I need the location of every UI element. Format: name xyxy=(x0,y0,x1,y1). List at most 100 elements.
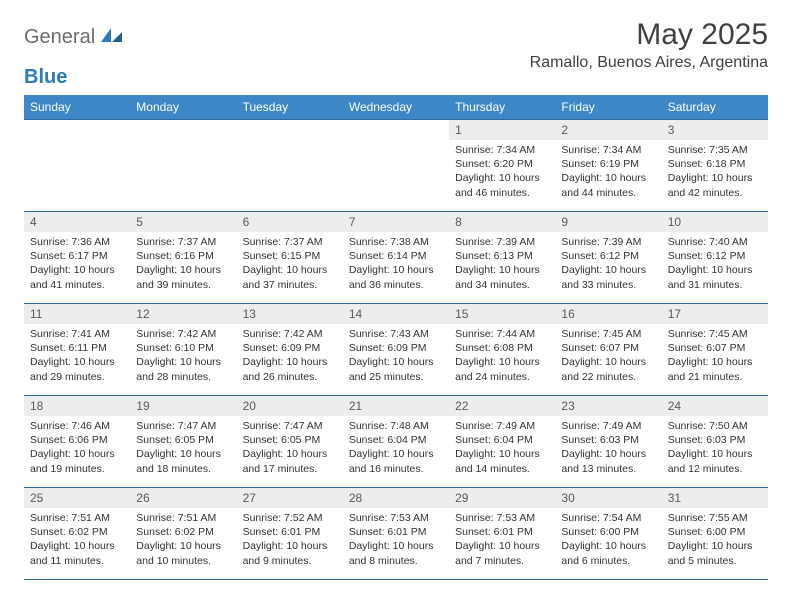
weekday-header: Saturday xyxy=(662,95,768,120)
day-sunset: Sunset: 6:00 PM xyxy=(668,525,762,539)
day-daylight: Daylight: 10 hours and 24 minutes. xyxy=(455,355,549,383)
day-number: 31 xyxy=(662,488,768,508)
calendar-cell: 10Sunrise: 7:40 AMSunset: 6:12 PMDayligh… xyxy=(662,212,768,304)
day-daylight: Daylight: 10 hours and 8 minutes. xyxy=(349,539,443,567)
day-body: Sunrise: 7:53 AMSunset: 6:01 PMDaylight:… xyxy=(343,508,449,572)
day-body: Sunrise: 7:45 AMSunset: 6:07 PMDaylight:… xyxy=(555,324,661,388)
day-body: Sunrise: 7:50 AMSunset: 6:03 PMDaylight:… xyxy=(662,416,768,480)
calendar-cell xyxy=(237,120,343,212)
day-sunset: Sunset: 6:02 PM xyxy=(136,525,230,539)
day-body: Sunrise: 7:39 AMSunset: 6:12 PMDaylight:… xyxy=(555,232,661,296)
calendar-cell: 25Sunrise: 7:51 AMSunset: 6:02 PMDayligh… xyxy=(24,488,130,580)
day-body: Sunrise: 7:42 AMSunset: 6:10 PMDaylight:… xyxy=(130,324,236,388)
day-number: 23 xyxy=(555,396,661,416)
day-daylight: Daylight: 10 hours and 33 minutes. xyxy=(561,263,655,291)
day-body: Sunrise: 7:37 AMSunset: 6:16 PMDaylight:… xyxy=(130,232,236,296)
day-body: Sunrise: 7:53 AMSunset: 6:01 PMDaylight:… xyxy=(449,508,555,572)
day-number: 10 xyxy=(662,212,768,232)
day-sunrise: Sunrise: 7:39 AM xyxy=(561,235,655,249)
day-sunrise: Sunrise: 7:44 AM xyxy=(455,327,549,341)
day-body: Sunrise: 7:34 AMSunset: 6:19 PMDaylight:… xyxy=(555,140,661,204)
day-sunrise: Sunrise: 7:37 AM xyxy=(136,235,230,249)
day-number: 28 xyxy=(343,488,449,508)
day-number: 11 xyxy=(24,304,130,324)
day-body: Sunrise: 7:54 AMSunset: 6:00 PMDaylight:… xyxy=(555,508,661,572)
day-body: Sunrise: 7:47 AMSunset: 6:05 PMDaylight:… xyxy=(237,416,343,480)
brand-blue: Blue xyxy=(24,66,67,89)
day-body: Sunrise: 7:41 AMSunset: 6:11 PMDaylight:… xyxy=(24,324,130,388)
day-sunrise: Sunrise: 7:39 AM xyxy=(455,235,549,249)
day-daylight: Daylight: 10 hours and 26 minutes. xyxy=(243,355,337,383)
day-sunrise: Sunrise: 7:34 AM xyxy=(561,143,655,157)
day-sunset: Sunset: 6:09 PM xyxy=(349,341,443,355)
day-sunrise: Sunrise: 7:37 AM xyxy=(243,235,337,249)
calendar-cell: 17Sunrise: 7:45 AMSunset: 6:07 PMDayligh… xyxy=(662,304,768,396)
day-sunrise: Sunrise: 7:35 AM xyxy=(668,143,762,157)
day-number: 19 xyxy=(130,396,236,416)
weekday-header: Tuesday xyxy=(237,95,343,120)
brand-sail-icon xyxy=(99,26,125,49)
day-daylight: Daylight: 10 hours and 19 minutes. xyxy=(30,447,124,475)
day-body: Sunrise: 7:49 AMSunset: 6:03 PMDaylight:… xyxy=(555,416,661,480)
day-body: Sunrise: 7:48 AMSunset: 6:04 PMDaylight:… xyxy=(343,416,449,480)
day-number: 3 xyxy=(662,120,768,140)
day-sunrise: Sunrise: 7:38 AM xyxy=(349,235,443,249)
day-sunset: Sunset: 6:17 PM xyxy=(30,249,124,263)
weekday-header: Thursday xyxy=(449,95,555,120)
day-daylight: Daylight: 10 hours and 13 minutes. xyxy=(561,447,655,475)
day-body: Sunrise: 7:42 AMSunset: 6:09 PMDaylight:… xyxy=(237,324,343,388)
day-sunrise: Sunrise: 7:42 AM xyxy=(243,327,337,341)
calendar-cell: 15Sunrise: 7:44 AMSunset: 6:08 PMDayligh… xyxy=(449,304,555,396)
day-sunset: Sunset: 6:01 PM xyxy=(349,525,443,539)
calendar-cell: 29Sunrise: 7:53 AMSunset: 6:01 PMDayligh… xyxy=(449,488,555,580)
day-body: Sunrise: 7:36 AMSunset: 6:17 PMDaylight:… xyxy=(24,232,130,296)
day-sunrise: Sunrise: 7:41 AM xyxy=(30,327,124,341)
day-sunset: Sunset: 6:11 PM xyxy=(30,341,124,355)
day-number: 2 xyxy=(555,120,661,140)
weekday-header: Sunday xyxy=(24,95,130,120)
calendar-cell: 31 Sunrise: 7:55 AMSunset: 6:00 PMDayligh… xyxy=(662,488,768,580)
day-daylight: Daylight: 10 hours and 31 minutes. xyxy=(668,263,762,291)
day-body: Sunrise: 7:47 AMSunset: 6:05 PMDaylight:… xyxy=(130,416,236,480)
day-sunrise: Sunrise: 7:53 AM xyxy=(349,511,443,525)
calendar-cell: 13Sunrise: 7:42 AMSunset: 6:09 PMDayligh… xyxy=(237,304,343,396)
calendar-week: 4Sunrise: 7:36 AMSunset: 6:17 PMDaylight… xyxy=(24,212,768,304)
day-sunrise: Sunrise: 7:48 AM xyxy=(349,419,443,433)
day-number: 29 xyxy=(449,488,555,508)
calendar-cell: 19Sunrise: 7:47 AMSunset: 6:05 PMDayligh… xyxy=(130,396,236,488)
day-number: 4 xyxy=(24,212,130,232)
day-sunrise: Sunrise: 7:51 AM xyxy=(30,511,124,525)
day-sunset: Sunset: 6:06 PM xyxy=(30,433,124,447)
calendar-cell: 24Sunrise: 7:50 AMSunset: 6:03 PMDayligh… xyxy=(662,396,768,488)
day-sunrise: Sunrise: 7:55 AM xyxy=(668,511,762,525)
day-body: Sunrise: 7:43 AMSunset: 6:09 PMDaylight:… xyxy=(343,324,449,388)
day-number: 24 xyxy=(662,396,768,416)
day-number: 7 xyxy=(343,212,449,232)
calendar-table: SundayMondayTuesdayWednesdayThursdayFrid… xyxy=(24,95,768,580)
day-body: Sunrise: 7:39 AMSunset: 6:13 PMDaylight:… xyxy=(449,232,555,296)
calendar-page: General May 2025 Ramallo, Buenos Aires, … xyxy=(0,0,792,600)
day-body: Sunrise: 7:40 AMSunset: 6:12 PMDaylight:… xyxy=(662,232,768,296)
brand-logo: General xyxy=(24,18,127,49)
calendar-cell xyxy=(343,120,449,212)
day-daylight: Daylight: 10 hours and 5 minutes. xyxy=(668,539,762,567)
calendar-cell xyxy=(130,120,236,212)
day-sunrise: Sunrise: 7:49 AM xyxy=(561,419,655,433)
title-block: May 2025 Ramallo, Buenos Aires, Argentin… xyxy=(530,18,768,72)
day-number: 18 xyxy=(24,396,130,416)
day-daylight: Daylight: 10 hours and 21 minutes. xyxy=(668,355,762,383)
day-daylight: Daylight: 10 hours and 28 minutes. xyxy=(136,355,230,383)
day-daylight: Daylight: 10 hours and 10 minutes. xyxy=(136,539,230,567)
day-sunrise: Sunrise: 7:47 AM xyxy=(243,419,337,433)
day-sunset: Sunset: 6:12 PM xyxy=(561,249,655,263)
day-body: Sunrise: 7:49 AMSunset: 6:04 PMDaylight:… xyxy=(449,416,555,480)
day-sunset: Sunset: 6:18 PM xyxy=(668,157,762,171)
day-sunrise: Sunrise: 7:53 AM xyxy=(455,511,549,525)
day-body: Sunrise: 7:38 AMSunset: 6:14 PMDaylight:… xyxy=(343,232,449,296)
day-sunset: Sunset: 6:12 PM xyxy=(668,249,762,263)
calendar-week: 18Sunrise: 7:46 AMSunset: 6:06 PMDayligh… xyxy=(24,396,768,488)
day-number: 14 xyxy=(343,304,449,324)
calendar-cell: 18Sunrise: 7:46 AMSunset: 6:06 PMDayligh… xyxy=(24,396,130,488)
calendar-cell: 1Sunrise: 7:34 AMSunset: 6:20 PMDaylight… xyxy=(449,120,555,212)
calendar-cell xyxy=(24,120,130,212)
